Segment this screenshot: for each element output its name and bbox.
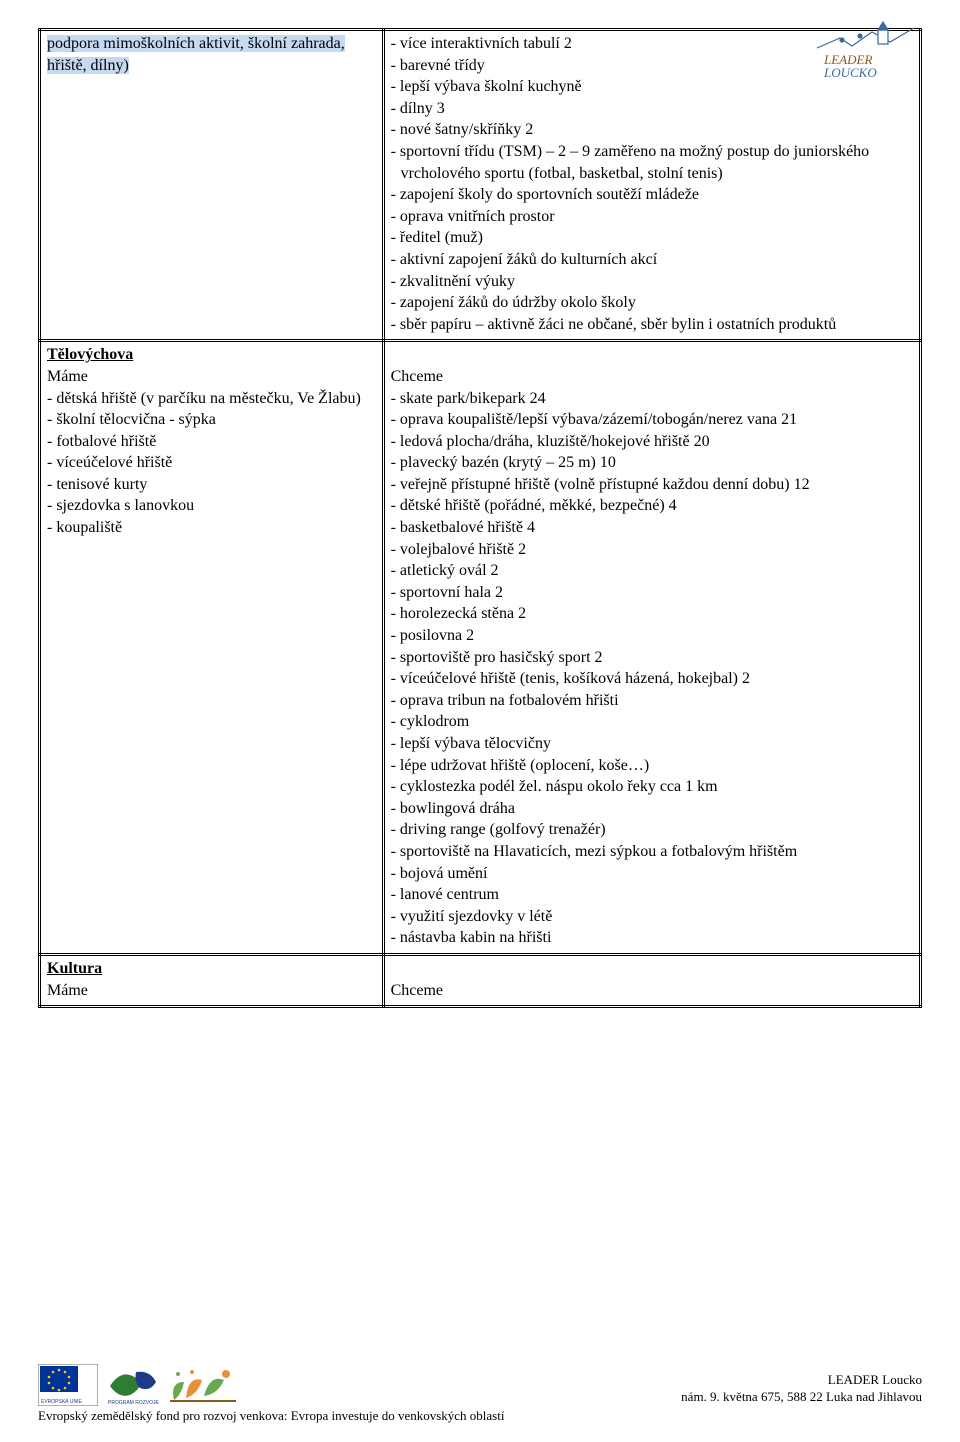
leaf-logo-icon	[168, 1364, 238, 1406]
cell-tel-header-right: Chceme skate park/bikepark 24oprava koup…	[383, 341, 920, 955]
list-item: aktivní zapojení žáků do kulturních akcí	[391, 249, 913, 271]
label-mame: Máme	[47, 366, 376, 388]
svg-text:PROGRAM ROZVOJE: PROGRAM ROZVOJE	[108, 1400, 160, 1406]
list-item: sportoviště na Hlavaticích, mezi sýpkou …	[391, 841, 913, 863]
list-item: zkvalitnění výuky	[391, 271, 913, 293]
right-tel-list: skate park/bikepark 24oprava koupaliště/…	[391, 388, 913, 949]
list-item: ředitel (muž)	[391, 227, 913, 249]
footer-address: LEADER Loucko nám. 9. května 675, 588 22…	[681, 1372, 922, 1406]
list-item: cyklostezka podél žel. náspu okolo řeky …	[391, 776, 913, 798]
list-item: atletický ovál 2	[391, 560, 913, 582]
footer: EVROPSKÁ UNIE PROGRAM ROZVOJE LEADER Lou…	[38, 1364, 922, 1424]
list-item: školní tělocvična - sýpka	[47, 409, 376, 431]
list-item: sjezdovka s lanovkou	[47, 495, 376, 517]
list-item: driving range (golfový trenažér)	[391, 819, 913, 841]
list-item: dětské hřiště (pořádné, měkké, bezpečné)…	[391, 495, 913, 517]
list-item: sportovní hala 2	[391, 582, 913, 604]
section-televychova: Tělovýchova	[47, 344, 376, 366]
list-item: bowlingová dráha	[391, 798, 913, 820]
list-item: tenisové kurty	[47, 474, 376, 496]
leader-loucko-logo: LEADER LOUCKO	[812, 10, 922, 80]
label-mame-2: Máme	[47, 980, 376, 1002]
list-item: nástavba kabin na hřišti	[391, 927, 913, 949]
label-chceme: Chceme	[391, 366, 913, 388]
list-item: posilovna 2	[391, 625, 913, 647]
list-item: fotbalové hřiště	[47, 431, 376, 453]
prv-logo-icon: PROGRAM ROZVOJE	[106, 1364, 160, 1406]
list-item: bojová umění	[391, 863, 913, 885]
list-item: volejbalové hřiště 2	[391, 539, 913, 561]
list-item: oprava vnitřních prostor	[391, 206, 913, 228]
list-item: nové šatny/skříňky 2	[391, 119, 913, 141]
cell-left-top: podpora mimoškolních aktivit, školní zah…	[40, 30, 384, 341]
footer-line2: nám. 9. května 675, 588 22 Luka nad Jihl…	[681, 1389, 922, 1406]
list-item: skate park/bikepark 24	[391, 388, 913, 410]
list-item: víceúčelové hřiště (tenis, košíková háze…	[391, 668, 913, 690]
cell-tel-header-left: Tělovýchova Máme dětská hřiště (v parčík…	[40, 341, 384, 955]
list-item: veřejně přístupné hřiště (volně přístupn…	[391, 474, 913, 496]
list-item: dětská hřiště (v parčíku na městečku, Ve…	[47, 388, 376, 410]
list-item: zapojení žáků do údržby okolo školy	[391, 292, 913, 314]
list-item: koupaliště	[47, 517, 376, 539]
footer-line1: LEADER Loucko	[681, 1372, 922, 1389]
list-item: sportoviště pro hasičský sport 2	[391, 647, 913, 669]
cell-kultura-left: Kultura Máme	[40, 954, 384, 1006]
list-item: sportovní třídu (TSM) – 2 – 9 zaměřeno n…	[391, 141, 913, 184]
svg-text:LOUCKO: LOUCKO	[823, 65, 877, 80]
list-item: plavecký bazén (krytý – 25 m) 10	[391, 452, 913, 474]
svg-text:EVROPSKÁ UNIE: EVROPSKÁ UNIE	[41, 1398, 83, 1405]
cell-kultura-right: Chceme	[383, 954, 920, 1006]
list-item: cyklodrom	[391, 711, 913, 733]
label-chceme-2: Chceme	[391, 980, 913, 1002]
footer-caption: Evropský zemědělský fond pro rozvoj venk…	[38, 1408, 922, 1424]
list-item: lanové centrum	[391, 884, 913, 906]
eu-flag-icon: EVROPSKÁ UNIE	[38, 1364, 98, 1406]
content-table: podpora mimoškolních aktivit, školní zah…	[38, 28, 922, 1008]
list-item: sběr papíru – aktivně žáci ne občané, sb…	[391, 314, 913, 336]
list-item: zapojení školy do sportovních soutěží ml…	[391, 184, 913, 206]
list-item: horolezecká stěna 2	[391, 603, 913, 625]
list-item: lépe udržovat hřiště (oplocení, koše…)	[391, 755, 913, 777]
list-item: dílny 3	[391, 98, 913, 120]
list-item: lepší výbava tělocvičny	[391, 733, 913, 755]
list-item: basketbalové hřiště 4	[391, 517, 913, 539]
list-item: víceúčelové hřiště	[47, 452, 376, 474]
left-tel-list: dětská hřiště (v parčíku na městečku, Ve…	[47, 388, 376, 539]
list-item: využití sjezdovky v létě	[391, 906, 913, 928]
list-item: oprava tribun na fotbalovém hřišti	[391, 690, 913, 712]
footer-logos: EVROPSKÁ UNIE PROGRAM ROZVOJE	[38, 1364, 238, 1406]
highlighted-text: podpora mimoškolních aktivit, školní zah…	[47, 35, 345, 74]
section-kultura: Kultura	[47, 958, 376, 980]
list-item: ledová plocha/dráha, kluziště/hokejové h…	[391, 431, 913, 453]
list-item: oprava koupaliště/lepší výbava/zázemí/to…	[391, 409, 913, 431]
